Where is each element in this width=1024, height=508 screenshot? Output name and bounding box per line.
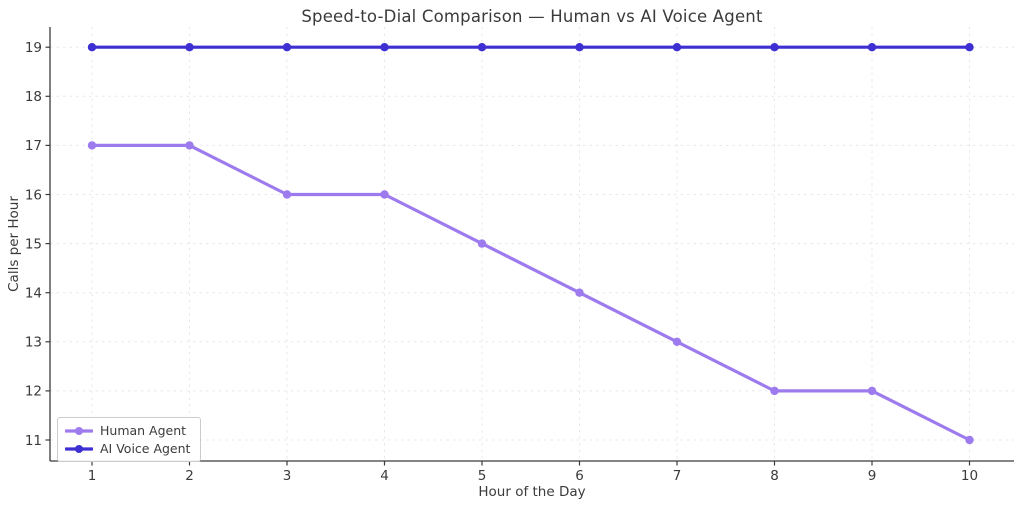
x-tick-label: 1 [88, 468, 97, 484]
human-agent-marker [672, 337, 682, 346]
legend-item-human-agent: Human Agent [65, 423, 190, 438]
human-agent-marker [770, 386, 779, 396]
ai-voice-agent-marker [185, 43, 194, 52]
legend-label-ai-voice-agent: AI Voice Agent [100, 441, 191, 456]
x-tick-label: 2 [185, 468, 194, 484]
human-agent-marker [867, 386, 877, 396]
ai-voice-agent-marker [477, 43, 487, 52]
ai-voice-agent-marker [965, 43, 974, 52]
ai-voice-agent-marker [575, 43, 584, 52]
legend-item-ai-voice-agent: AI Voice Agent [65, 441, 190, 456]
human-agent-marker [282, 190, 292, 199]
y-axis-label: Calls per Hour [6, 196, 22, 292]
x-tick-label: 10 [961, 468, 978, 484]
y-tick-label: 11 [25, 433, 42, 449]
ai-voice-agent-marker [380, 43, 389, 52]
y-tick-label: 13 [25, 335, 42, 351]
x-tick-label: 6 [575, 468, 584, 484]
legend: Human Agent AI Voice Agent [57, 417, 202, 462]
x-tick-label: 9 [868, 468, 877, 484]
ai-voice-agent-marker [672, 43, 682, 52]
human-agent-marker [380, 190, 389, 199]
x-tick-label: 3 [283, 468, 292, 484]
ai-voice-agent-marker [770, 43, 779, 52]
human-agent-line [90, 143, 972, 442]
x-tick-label: 7 [673, 468, 682, 484]
y-tick-label: 18 [25, 89, 42, 105]
y-tick-label: 12 [25, 384, 42, 400]
x-tick-label: 4 [380, 468, 389, 484]
ai-voice-agent-marker [282, 43, 292, 52]
ai-voice-agent-marker [87, 43, 97, 52]
chart-title: Speed-to-Dial Comparison — Human vs AI V… [301, 7, 763, 26]
human-agent-marker [477, 239, 487, 248]
x-axis-label: Hour of the Day [478, 484, 586, 500]
human-agent-marker [965, 435, 974, 445]
legend-label-human-agent: Human Agent [100, 423, 187, 438]
y-tick-label: 14 [25, 286, 42, 302]
human-agent-marker [575, 288, 584, 297]
y-tick-label: 19 [25, 40, 42, 56]
legend-line-marker-human-icon [65, 426, 93, 435]
human-agent-marker [87, 141, 97, 150]
legend-line-marker-ai-icon [65, 444, 93, 453]
y-tick-label: 17 [25, 138, 42, 154]
human-agent-marker [185, 141, 194, 150]
ai-voice-agent-marker [867, 43, 877, 52]
x-tick-label: 5 [478, 468, 487, 484]
y-tick-label: 16 [25, 187, 42, 203]
x-tick-label: 8 [770, 468, 779, 484]
y-tick-label: 15 [25, 236, 42, 252]
